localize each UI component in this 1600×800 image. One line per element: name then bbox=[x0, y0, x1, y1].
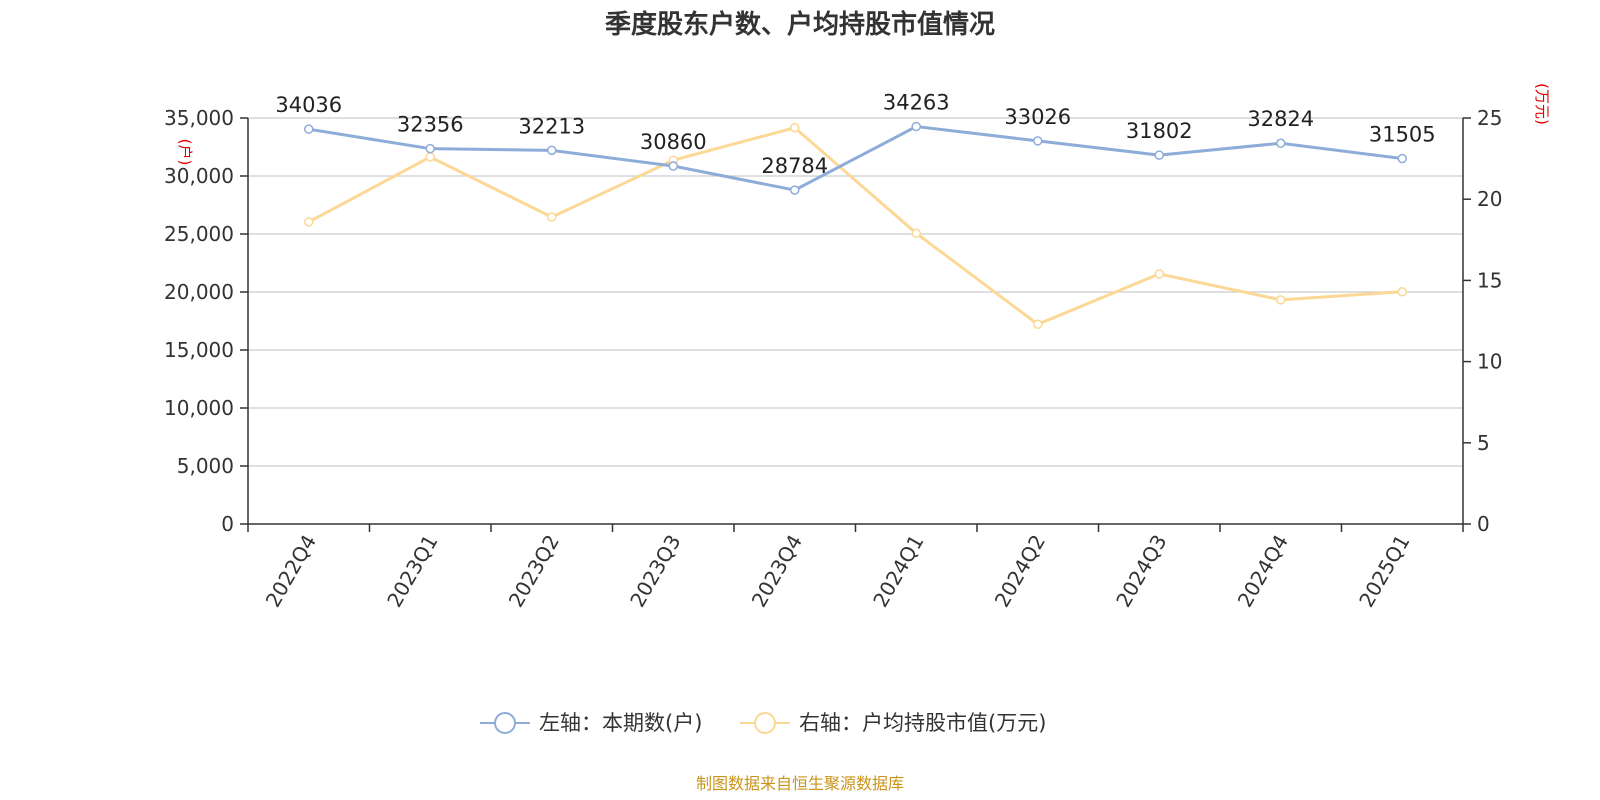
left-tick-label: 20,000 bbox=[164, 280, 234, 304]
x-tick-label: 2023Q2 bbox=[504, 531, 564, 612]
legend-label-left: 左轴：本期数(户) bbox=[539, 711, 702, 735]
left-axis-unit: (户) bbox=[176, 139, 194, 166]
point-avg-market-value bbox=[1154, 269, 1164, 279]
right-tick-label: 15 bbox=[1477, 268, 1502, 292]
x-tick-label: 2024Q1 bbox=[868, 531, 928, 612]
x-tick-label: 2024Q3 bbox=[1111, 531, 1171, 612]
point-avg-market-value bbox=[1397, 287, 1407, 297]
point-shareholder-count bbox=[1154, 150, 1164, 160]
data-label-shareholder-count: 33026 bbox=[1004, 105, 1071, 129]
x-axis-ticks: 2022Q4 2023Q1 2023Q2 2023Q3 2023Q4 2024Q1 2024… bbox=[247, 524, 1464, 612]
left-tick-label: 0 bbox=[221, 512, 234, 536]
data-label-shareholder-count: 34263 bbox=[883, 91, 950, 115]
point-shareholder-count bbox=[304, 124, 314, 134]
left-tick-label: 10,000 bbox=[164, 396, 234, 420]
point-shareholder-count bbox=[1397, 153, 1407, 164]
data-label-shareholder-count: 31505 bbox=[1369, 123, 1436, 147]
x-tick-label: 2025Q1 bbox=[1354, 531, 1414, 612]
point-avg-market-value bbox=[1276, 295, 1286, 305]
right-tick-label: 25 bbox=[1477, 106, 1502, 130]
point-shareholder-count bbox=[668, 161, 678, 171]
legend-item-left-series[interactable]: 左轴：本期数(户) bbox=[480, 711, 702, 735]
right-tick-label: 5 bbox=[1477, 431, 1490, 455]
point-shareholder-count bbox=[911, 121, 921, 132]
left-tick-label: 15,000 bbox=[164, 338, 234, 362]
point-avg-market-value bbox=[547, 212, 557, 222]
point-avg-market-value bbox=[1033, 319, 1043, 329]
data-label-shareholder-count: 32824 bbox=[1247, 107, 1314, 131]
x-tick-label: 2024Q4 bbox=[1233, 531, 1293, 612]
data-label-shareholder-count: 31802 bbox=[1126, 119, 1193, 143]
right-tick-label: 20 bbox=[1477, 187, 1502, 211]
x-tick-label: 2022Q4 bbox=[261, 531, 321, 612]
data-label-shareholder-count: 30860 bbox=[640, 130, 707, 154]
left-tick-label: 30,000 bbox=[164, 164, 234, 188]
x-tick-label: 2023Q3 bbox=[625, 531, 685, 612]
legend-marker-right bbox=[754, 712, 776, 734]
point-shareholder-count bbox=[790, 185, 800, 195]
series-line-avg-market-value bbox=[308, 126, 1403, 326]
point-shareholder-count bbox=[1276, 138, 1286, 148]
x-tick-label: 2023Q1 bbox=[382, 531, 442, 612]
point-avg-market-value bbox=[425, 152, 435, 162]
legend[interactable]: 左轴：本期数(户) 右轴：户均持股市值(万元) bbox=[480, 711, 1046, 735]
legend-label-right: 右轴：户均持股市值(万元) bbox=[799, 711, 1046, 735]
source-footer: 制图数据来自恒生聚源数据库 bbox=[695, 774, 904, 793]
point-shareholder-count bbox=[547, 145, 557, 156]
left-tick-label: 35,000 bbox=[164, 106, 234, 130]
point-shareholder-count bbox=[425, 143, 435, 154]
x-tick-label: 2023Q4 bbox=[747, 531, 807, 612]
data-label-shareholder-count: 32356 bbox=[397, 113, 464, 137]
right-axis-ticks: 0 5 10 15 20 25 bbox=[1463, 106, 1502, 536]
data-label-shareholder-count: 28784 bbox=[761, 154, 828, 178]
legend-item-right-series[interactable]: 右轴：户均持股市值(万元) bbox=[740, 711, 1046, 735]
point-shareholder-count bbox=[1033, 136, 1043, 146]
right-tick-label: 10 bbox=[1477, 350, 1502, 374]
chart-title: 季度股东户数、户均持股市值情况 bbox=[604, 10, 995, 40]
grid-lines bbox=[248, 117, 1463, 467]
data-labels: 34036 32356 32213 30860 28784 34263 33026 31802… bbox=[275, 91, 1435, 179]
point-avg-market-value bbox=[911, 228, 921, 239]
right-axis-unit: (万元) bbox=[1533, 83, 1551, 125]
series-line-shareholder-count bbox=[308, 125, 1403, 192]
left-axis-ticks: 0 5,000 10,000 15,000 20,000 25,000 30,000 35,0… bbox=[164, 106, 248, 536]
right-tick-label: 0 bbox=[1477, 512, 1490, 536]
legend-marker-left bbox=[494, 712, 516, 734]
x-tick-label: 2024Q2 bbox=[990, 531, 1050, 612]
data-label-shareholder-count: 34036 bbox=[275, 93, 342, 117]
series-layer bbox=[304, 121, 1407, 329]
data-label-shareholder-count: 32213 bbox=[518, 114, 585, 138]
point-avg-market-value bbox=[304, 217, 314, 227]
point-avg-market-value bbox=[790, 122, 800, 133]
left-tick-label: 25,000 bbox=[164, 222, 234, 246]
left-tick-label: 5,000 bbox=[177, 454, 234, 478]
